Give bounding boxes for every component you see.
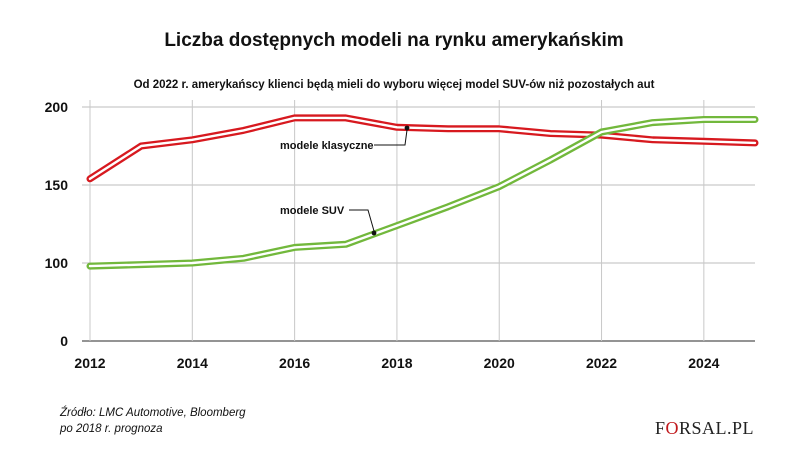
logo-suffix: RSAL.PL [679, 418, 755, 438]
x-tick-label: 2012 [74, 355, 105, 371]
y-tick-label: 200 [45, 99, 69, 115]
source-note: Źródło: LMC Automotive, Bloomberg po 201… [60, 405, 246, 437]
series-label-classic: modele klasyczne [280, 140, 374, 152]
leader-dot-suv [371, 230, 377, 236]
y-tick-label: 100 [45, 255, 69, 271]
logo-prefix: F [655, 418, 666, 438]
series-label-suv: modele SUV [280, 205, 345, 217]
x-tick-label: 2016 [279, 355, 310, 371]
series-lines [86, 114, 759, 270]
y-tick-label: 0 [60, 333, 68, 349]
forecast-note: po 2018 r. prognoza [60, 423, 163, 435]
chart-subtitle: Od 2022 r. amerykańscy klienci będą miel… [133, 79, 655, 91]
series-line-inner-classic [88, 116, 757, 181]
x-tick-label: 2014 [177, 355, 208, 371]
forsal-logo: FORSAL.PL [655, 418, 754, 439]
leader-dot-classic [404, 125, 410, 131]
y-tick-label: 150 [45, 177, 69, 193]
x-axis: 2012 2014 2016 2018 2020 2022 2024 [74, 355, 719, 371]
x-tick-label: 2024 [688, 355, 719, 371]
annotations: modele klasyczne modele SUV [280, 125, 410, 236]
x-tick-label: 2018 [381, 355, 412, 371]
x-tick-label: 2022 [586, 355, 617, 371]
source-text: Źródło: LMC Automotive, Bloomberg [60, 407, 246, 419]
logo-o: O [665, 418, 680, 438]
series-line-inner-suv [88, 118, 757, 268]
x-tick-label: 2020 [484, 355, 515, 371]
chart-title: Liczba dostępnych modeli na rynku ameryk… [164, 30, 624, 51]
y-axis: 0 100 150 200 [45, 99, 69, 349]
leader-line-suv [349, 209, 375, 232]
leader-line-classic [374, 129, 408, 146]
